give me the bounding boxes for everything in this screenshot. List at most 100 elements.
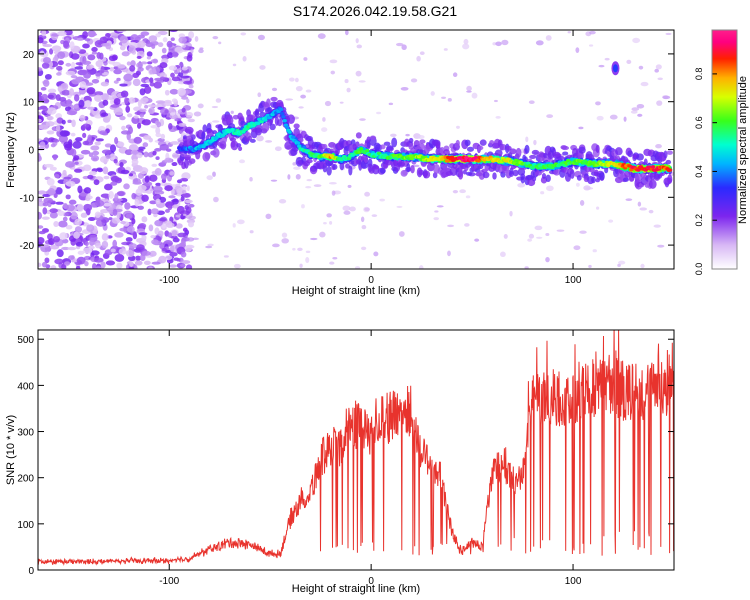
noise-blob <box>92 150 100 156</box>
noise-blob <box>75 62 84 66</box>
faint-blob <box>364 207 370 212</box>
ridge-halo <box>509 148 517 155</box>
faint-blob <box>398 231 405 237</box>
ridge-core <box>358 147 364 151</box>
noise-blob <box>86 65 93 70</box>
noise-blob <box>46 115 54 121</box>
ridge-halo <box>254 109 260 118</box>
noise-blob <box>186 54 193 62</box>
figure-title: S174.2026.042.19.58.G21 <box>293 3 457 19</box>
faint-blob <box>447 98 452 102</box>
ridge-halo <box>227 115 234 125</box>
faint-blob <box>329 59 338 64</box>
faint-blob <box>493 99 498 103</box>
noise-blob <box>65 62 72 67</box>
snr-x-tick-label: -100 <box>159 576 179 587</box>
faint-blob <box>556 229 565 232</box>
noise-blob <box>188 84 194 89</box>
faint-blob <box>405 133 410 137</box>
ridge-halo <box>293 123 300 129</box>
faint-blob <box>578 126 584 130</box>
noise-blob <box>182 192 191 198</box>
noise-blob <box>121 51 130 57</box>
noise-blob <box>105 42 112 50</box>
faint-blob <box>396 205 403 208</box>
noise-blob <box>103 202 111 207</box>
noise-blob <box>80 212 88 218</box>
noise-blob <box>113 69 123 75</box>
noise-blob <box>120 169 130 174</box>
faint-blob <box>265 140 273 143</box>
faint-blob <box>212 120 220 123</box>
noise-blob <box>65 180 76 187</box>
faint-blob <box>186 185 190 192</box>
faint-blob <box>301 204 305 209</box>
faint-blob <box>576 182 580 187</box>
snr-y-tick-label: 400 <box>17 381 34 392</box>
faint-blob <box>416 55 421 62</box>
ridge-halo <box>212 130 218 135</box>
noise-blob <box>58 134 68 143</box>
noise-blob <box>159 76 166 81</box>
noise-blob <box>164 109 169 114</box>
faint-blob <box>495 41 502 47</box>
noise-blob <box>178 72 184 77</box>
noise-blob <box>48 238 55 246</box>
noise-blob <box>85 197 91 202</box>
noise-blob <box>116 210 121 219</box>
noise-blob <box>137 172 145 179</box>
noise-blob <box>74 66 84 70</box>
noise-blob <box>114 177 122 184</box>
noise-blob <box>163 101 173 107</box>
noise-blob <box>149 174 158 182</box>
noise-blob <box>119 115 126 121</box>
noise-blob <box>114 137 119 145</box>
noise-blob <box>129 65 136 72</box>
faint-blob <box>596 115 604 121</box>
faint-blob <box>503 233 508 239</box>
faint-blob <box>567 31 571 34</box>
noise-blob <box>57 210 65 216</box>
ridge-halo <box>355 132 362 139</box>
noise-blob <box>70 61 76 70</box>
noise-blob <box>83 187 92 194</box>
noise-blob <box>152 185 163 193</box>
ridge-core <box>255 121 261 126</box>
ridge-halo <box>400 169 408 177</box>
noise-blob <box>55 201 64 205</box>
ridge-halo <box>408 137 414 144</box>
ridge-halo <box>599 172 605 181</box>
noise-blob <box>87 32 98 37</box>
noise-blob <box>119 35 128 44</box>
ridge-halo <box>417 143 425 150</box>
faint-blob <box>181 44 186 48</box>
noise-blob <box>155 100 166 104</box>
noise-blob <box>165 255 173 261</box>
faint-blob <box>199 47 204 50</box>
faint-blob <box>443 48 448 51</box>
noise-blob <box>126 132 131 141</box>
noise-blob <box>101 209 108 213</box>
faint-blob <box>463 38 469 45</box>
noise-blob <box>184 199 193 204</box>
noise-blob <box>75 241 84 247</box>
faint-blob <box>388 102 394 106</box>
ridge-halo <box>369 135 377 141</box>
ridge-halo <box>202 124 208 133</box>
noise-blob <box>135 244 145 251</box>
noise-blob <box>47 88 57 93</box>
faint-blob <box>452 189 459 194</box>
faint-blob <box>608 219 614 223</box>
noise-blob <box>139 167 149 175</box>
noise-blob <box>155 198 161 205</box>
faint-blob <box>417 134 425 140</box>
faint-blob <box>545 232 550 236</box>
faint-blob <box>305 257 310 263</box>
noise-blob <box>158 255 167 264</box>
faint-blob <box>654 68 659 73</box>
noise-blob <box>166 52 174 59</box>
ridge-halo <box>561 145 570 151</box>
ridge-halo <box>636 153 644 161</box>
noise-blob <box>110 248 116 253</box>
faint-blob <box>630 110 638 114</box>
